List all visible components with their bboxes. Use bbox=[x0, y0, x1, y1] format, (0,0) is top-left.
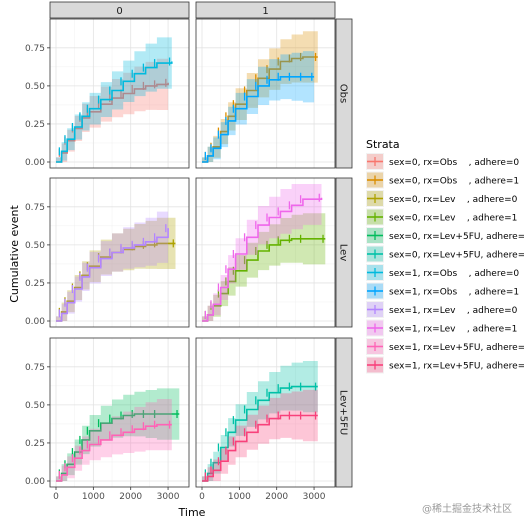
facet-strip-row-Obs bbox=[335, 18, 353, 169]
legend-label: sex=1, rx=Lev , adhere=1 bbox=[389, 325, 517, 335]
legend-item: sex=0, rx=Lev , adhere=1 bbox=[366, 208, 517, 226]
facet-strip-col-label: 1 bbox=[262, 6, 268, 17]
x-tick-label: 2000 bbox=[265, 492, 288, 502]
series-line bbox=[202, 414, 318, 482]
legend-item: sex=1, rx=Lev+5FU, adhere=0 bbox=[366, 338, 524, 355]
confidence-band bbox=[202, 29, 318, 163]
legend-item: sex=0, rx=Lev , adhere=0 bbox=[366, 190, 518, 207]
y-tick-label: 0.50 bbox=[25, 82, 45, 92]
legend-item: sex=1, rx=Obs , adhere=1 bbox=[366, 282, 519, 300]
panel-border bbox=[195, 337, 336, 488]
legend-label: sex=0, rx=Lev+5FU, adhere=0 bbox=[389, 232, 524, 242]
facet-strip-col-label: 0 bbox=[116, 6, 122, 17]
legend-label: sex=0, rx=Obs , adhere=1 bbox=[389, 177, 519, 187]
panel-border bbox=[195, 18, 336, 169]
legend-label: sex=1, rx=Lev , adhere=0 bbox=[389, 306, 518, 316]
facet-strip-row-label: Obs bbox=[338, 84, 349, 103]
y-tick-label: 0.50 bbox=[25, 241, 45, 251]
x-tick-label: 1000 bbox=[82, 492, 105, 502]
legend-item: sex=0, rx=Lev+5FU, adhere=1 bbox=[366, 245, 524, 263]
legend-item: sex=1, rx=Lev , adhere=0 bbox=[366, 301, 518, 318]
legend-label: sex=1, rx=Obs , adhere=1 bbox=[389, 288, 519, 298]
x-tick-label: 1000 bbox=[228, 492, 251, 502]
series-line bbox=[202, 385, 318, 482]
legend-item: sex=1, rx=Obs , adhere=0 bbox=[366, 264, 519, 281]
y-tick-label: 0.25 bbox=[25, 279, 45, 289]
legend-label: sex=0, rx=Lev , adhere=1 bbox=[389, 214, 517, 224]
confidence-band bbox=[202, 184, 322, 321]
panel-border bbox=[49, 18, 190, 169]
legend-label: sex=1, rx=Lev+5FU, adhere=1 bbox=[389, 362, 524, 372]
panel-Obs-0: 0.00 0.25 0.50 0.75 bbox=[25, 18, 190, 169]
legend-label: sex=0, rx=Lev , adhere=0 bbox=[389, 195, 518, 205]
legend-item: sex=1, rx=Lev+5FU, adhere=1 bbox=[366, 356, 524, 374]
legend: Strata sex=0, rx=Obs , adhere=0 sex=0, rx=… bbox=[366, 138, 524, 374]
series-line bbox=[56, 228, 169, 322]
confidence-band bbox=[56, 397, 172, 481]
y-tick-label: 0.75 bbox=[25, 44, 45, 54]
panel-border bbox=[49, 337, 190, 488]
legend-title: Strata bbox=[366, 138, 400, 151]
legend-item: sex=0, rx=Obs , adhere=1 bbox=[366, 171, 519, 189]
legend-item: sex=1, rx=Lev , adhere=1 bbox=[366, 319, 517, 337]
x-tick-label: 3000 bbox=[303, 492, 326, 502]
facet-strip-col-1 bbox=[195, 1, 336, 19]
y-tick-label: 0.00 bbox=[25, 477, 45, 487]
confidence-band bbox=[56, 386, 180, 481]
y-axis-title: Cumulative event bbox=[8, 205, 21, 303]
series-line bbox=[202, 76, 315, 163]
x-tick-label: 3000 bbox=[157, 492, 180, 502]
panel-Lev+5FU-1: 0 1000 2000 3000 bbox=[195, 337, 336, 502]
legend-label: sex=0, rx=Obs , adhere=0 bbox=[389, 158, 519, 168]
legend-item: sex=0, rx=Lev+5FU, adhere=0 bbox=[366, 227, 524, 244]
facet-strip-row-Lev bbox=[335, 177, 353, 328]
x-tick-label: 0 bbox=[53, 492, 59, 502]
watermark: @稀土掘金技术社区 bbox=[422, 502, 512, 515]
legend-item: sex=0, rx=Obs , adhere=0 bbox=[366, 153, 519, 170]
legend-label: sex=0, rx=Lev+5FU, adhere=1 bbox=[389, 251, 524, 261]
x-axis-title: Time bbox=[178, 506, 206, 519]
panel-Lev-1 bbox=[195, 177, 336, 328]
series-line bbox=[56, 423, 172, 482]
panel-border bbox=[195, 177, 336, 328]
panel-Obs-1 bbox=[195, 18, 336, 169]
series-line bbox=[202, 197, 323, 322]
confidence-band bbox=[202, 388, 318, 481]
y-tick-label: 0.25 bbox=[25, 439, 45, 449]
confidence-band bbox=[56, 55, 169, 162]
panel-Lev+5FU-0: 0.00 0.25 0.50 0.75 0 1000 2000 3000 bbox=[25, 337, 190, 502]
facet-panels: 0 1ObsLevLev+5FU0.000.250.500.750.000.250… bbox=[25, 1, 353, 502]
legend-label: sex=1, rx=Obs , adhere=0 bbox=[389, 269, 519, 279]
y-tick-label: 0.50 bbox=[25, 401, 45, 411]
confidence-band bbox=[56, 200, 169, 321]
x-tick-label: 2000 bbox=[119, 492, 142, 502]
x-tick-label: 0 bbox=[199, 492, 205, 502]
panel-Lev-0: 0.00 0.25 0.50 0.75 bbox=[25, 177, 190, 328]
y-tick-label: 0.00 bbox=[25, 317, 45, 327]
legend-label: sex=1, rx=Lev+5FU, adhere=0 bbox=[389, 343, 524, 353]
facet-strip-col-0 bbox=[49, 1, 190, 19]
y-tick-label: 0.00 bbox=[25, 158, 45, 168]
y-tick-label: 0.25 bbox=[25, 120, 45, 130]
facet-strip-row-label: Lev+5FU bbox=[338, 390, 349, 435]
confidence-band bbox=[202, 49, 315, 162]
series-line bbox=[56, 61, 173, 163]
facet-strip-row-Lev+5FU bbox=[335, 337, 353, 488]
y-tick-label: 0.75 bbox=[25, 363, 45, 373]
panel-border bbox=[49, 177, 190, 328]
facet-strip-row-label: Lev bbox=[338, 244, 349, 262]
y-tick-label: 0.75 bbox=[25, 203, 45, 213]
